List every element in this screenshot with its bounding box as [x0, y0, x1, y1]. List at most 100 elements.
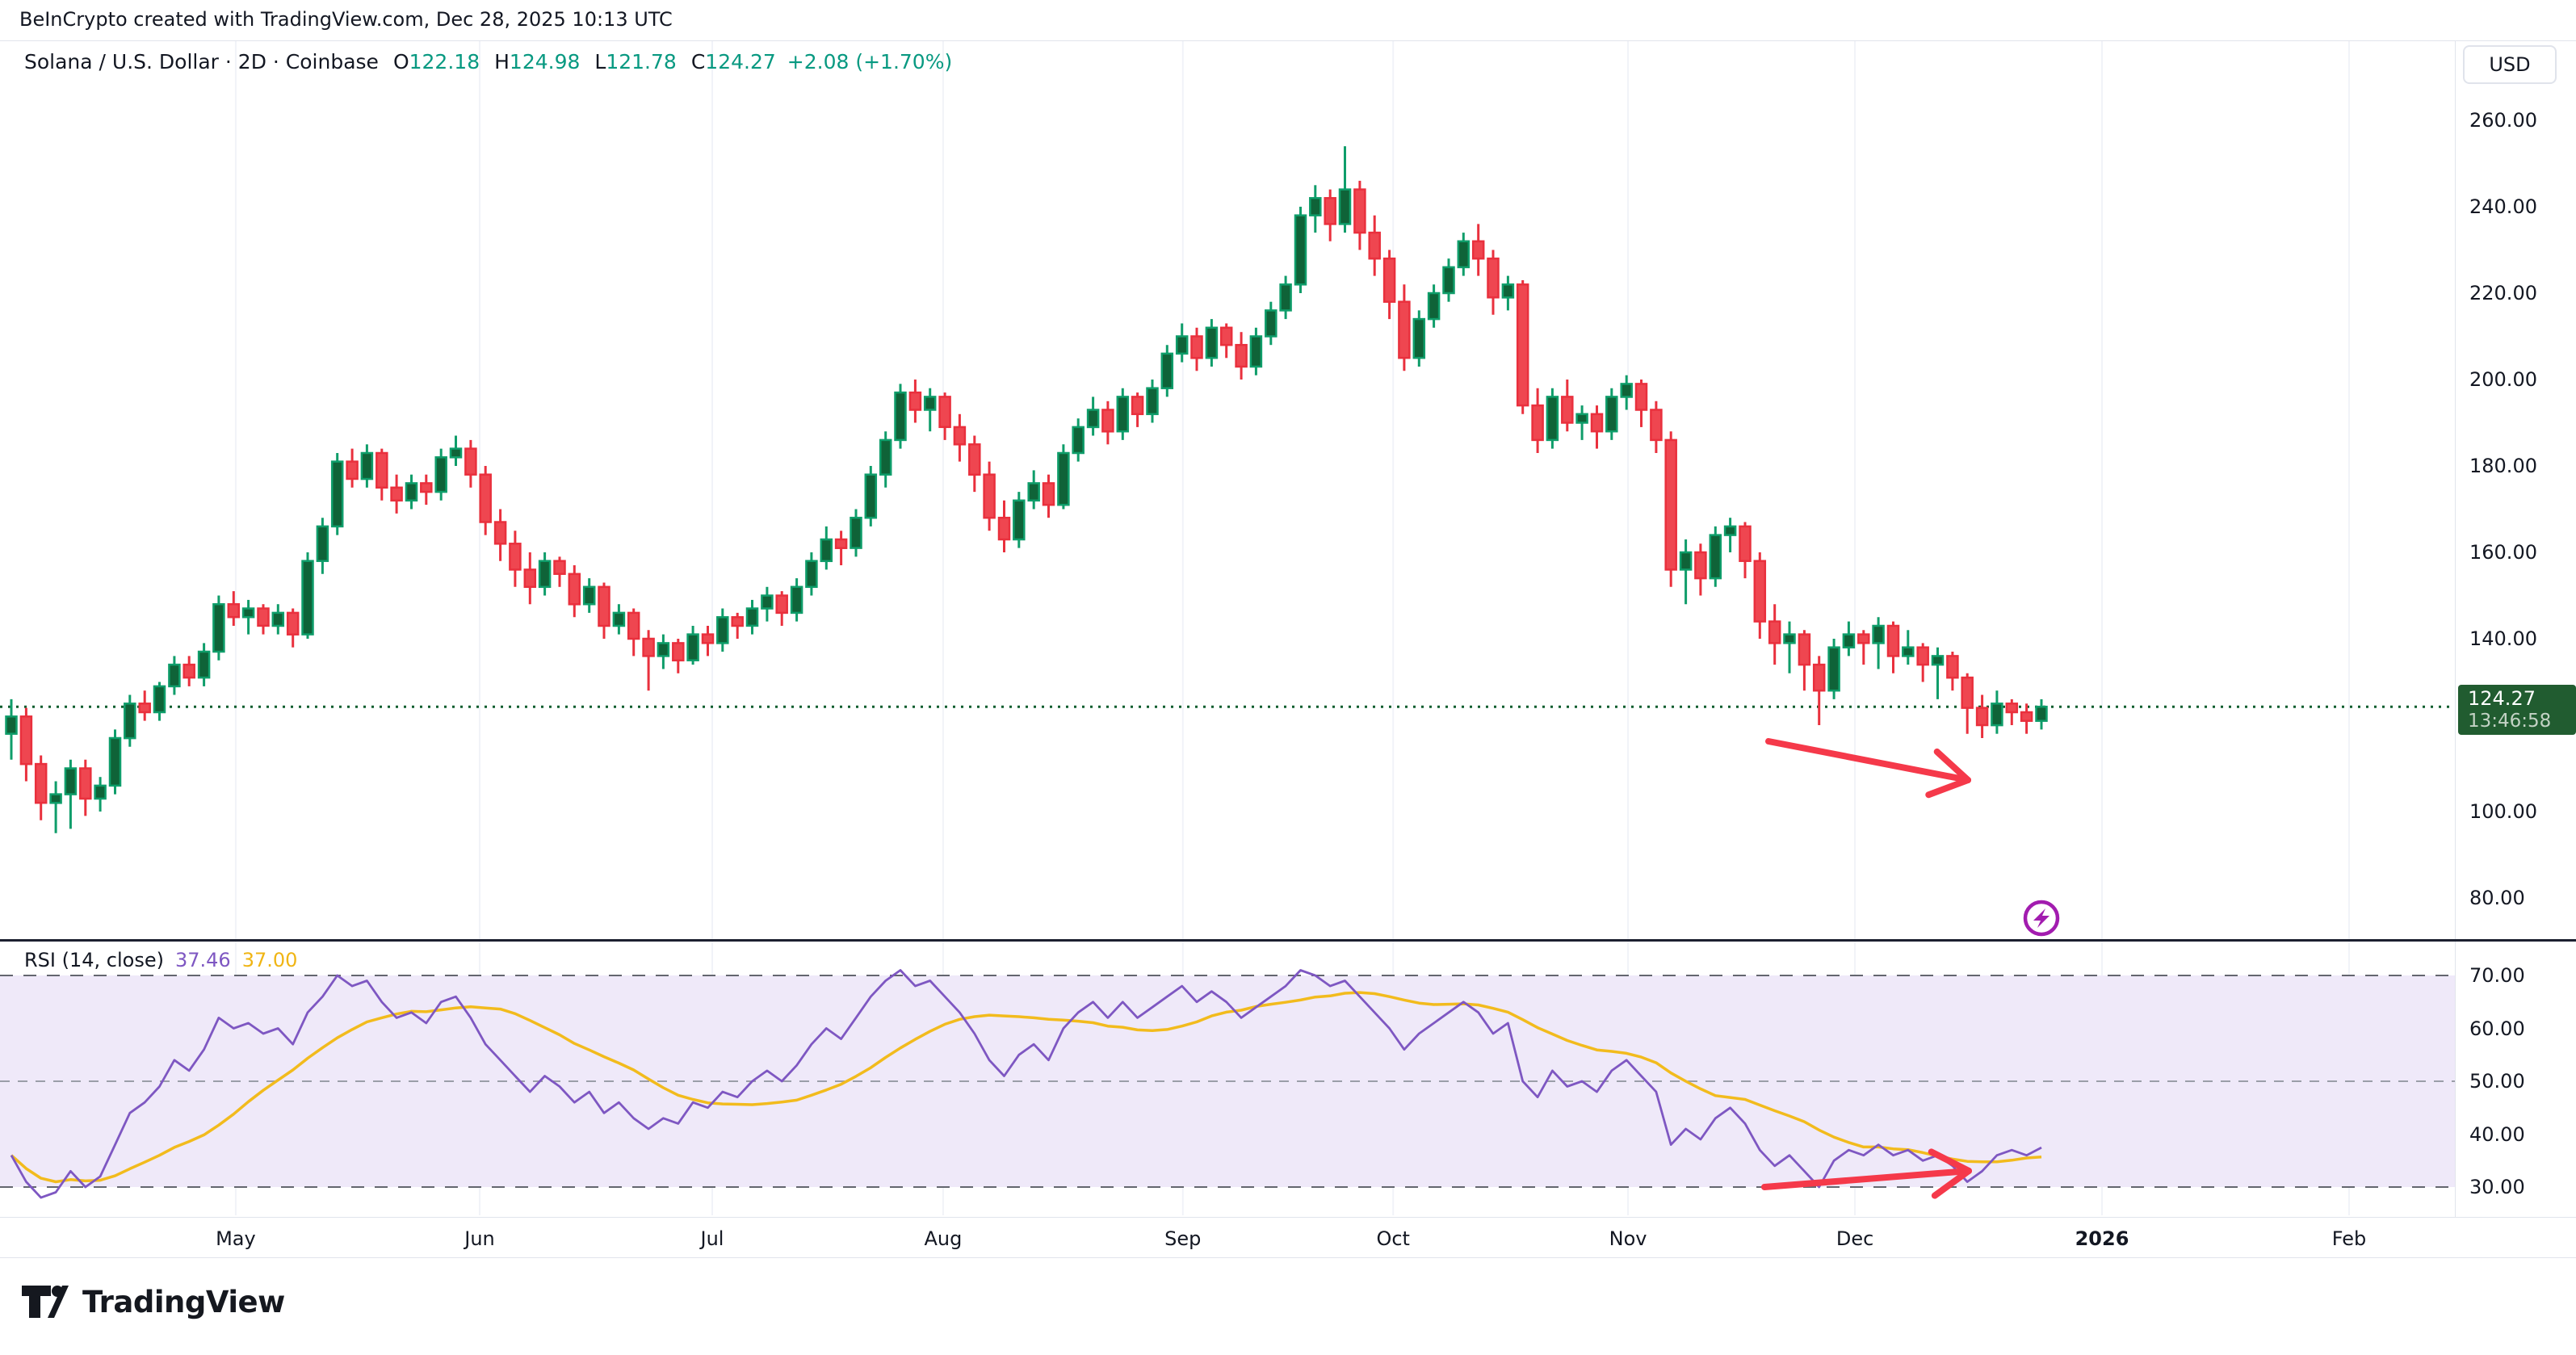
candle-body[interactable] [1086, 409, 1100, 429]
candle-body[interactable] [908, 391, 922, 411]
candle-body[interactable] [1620, 383, 1633, 398]
candle-body[interactable] [1412, 317, 1426, 359]
downtrend-arrow-price[interactable] [1765, 738, 1971, 799]
candle-body[interactable] [360, 451, 374, 480]
candle-body[interactable] [316, 525, 329, 562]
candle-body[interactable] [1427, 292, 1441, 321]
candle-body[interactable] [153, 685, 166, 714]
candle-body[interactable] [1175, 335, 1189, 355]
candle-body[interactable] [790, 585, 803, 615]
candle-body[interactable] [405, 482, 418, 502]
candle-body[interactable] [1812, 663, 1826, 692]
candle-body[interactable] [1027, 482, 1040, 502]
candle-body[interactable] [1961, 676, 1974, 709]
currency-usd-button[interactable]: USD [2463, 45, 2557, 84]
candle-body[interactable] [434, 456, 447, 493]
time-tick-label-feb[interactable]: Feb [2331, 1227, 2367, 1250]
candle-body[interactable] [1679, 551, 1693, 571]
candle-body[interactable] [1235, 343, 1248, 368]
candle-body[interactable] [1265, 309, 1278, 338]
candle-body[interactable] [64, 767, 78, 795]
candle-body[interactable] [197, 650, 211, 679]
candle-body[interactable] [1072, 426, 1085, 455]
candle-body[interactable] [1249, 335, 1263, 368]
candle-body[interactable] [864, 473, 878, 519]
lightning-icon[interactable] [2023, 900, 2060, 937]
candle-body[interactable] [1664, 438, 1677, 571]
candle-body[interactable] [1946, 655, 1959, 679]
candle-body[interactable] [1842, 633, 1856, 648]
candle-body[interactable] [1931, 655, 1945, 666]
candle-body[interactable] [627, 611, 640, 640]
last-price-label[interactable]: 124.27 13:46:58 [2458, 685, 2576, 735]
candle-body[interactable] [745, 607, 759, 627]
candle-body[interactable] [953, 426, 967, 446]
candle-body[interactable] [124, 703, 136, 740]
candle-body[interactable] [657, 642, 670, 657]
candle-body[interactable] [1057, 451, 1070, 506]
candle-body[interactable] [1546, 396, 1559, 442]
candle-body[interactable] [1798, 633, 1811, 666]
candle-body[interactable] [2020, 711, 2033, 722]
time-tick-label-jun[interactable]: Jun [464, 1227, 495, 1250]
candle-body[interactable] [1590, 413, 1604, 433]
candle-body[interactable] [390, 486, 403, 502]
time-tick-label-may[interactable]: May [216, 1227, 256, 1250]
candle-body[interactable] [1634, 383, 1648, 411]
candle-body[interactable] [1739, 525, 1752, 562]
candle-body[interactable] [330, 460, 344, 528]
time-tick-label-dec[interactable]: Dec [1836, 1227, 1874, 1250]
candle-body[interactable] [271, 611, 285, 627]
rsi-ma-line[interactable] [10, 991, 2042, 1184]
candle-body[interactable] [1501, 283, 1515, 299]
candle-body[interactable] [1916, 646, 1929, 666]
candle-body[interactable] [1605, 396, 1618, 433]
candle-body[interactable] [983, 473, 996, 519]
candle-body[interactable] [1516, 283, 1529, 407]
candle-body[interactable] [509, 543, 522, 571]
candle-body[interactable] [375, 451, 388, 489]
candle-body[interactable] [686, 633, 699, 661]
candle-body[interactable] [1487, 257, 1500, 299]
time-tick-label-2026[interactable]: 2026 [2075, 1227, 2129, 1250]
candle-body[interactable] [1279, 283, 1292, 312]
candle-body[interactable] [672, 642, 685, 662]
candle-body[interactable] [212, 602, 225, 653]
candle-body[interactable] [805, 560, 818, 589]
candle-body[interactable] [582, 585, 596, 606]
candle-body[interactable] [108, 736, 122, 787]
candle-body[interactable] [1398, 300, 1411, 359]
rsi-line[interactable] [10, 969, 2042, 1199]
pane-separator[interactable] [0, 939, 2576, 942]
candle-body[interactable] [286, 611, 300, 636]
candle-body[interactable] [420, 482, 433, 493]
candle-body[interactable] [1042, 482, 1055, 506]
candle-body[interactable] [1324, 197, 1336, 225]
symbol-title[interactable]: Solana / U.S. Dollar · 2D · Coinbase [24, 50, 379, 73]
candle-body[interactable] [241, 607, 255, 619]
tradingview-footer[interactable]: TradingView [21, 1284, 285, 1319]
candle-body[interactable] [1575, 413, 1588, 424]
candle-body[interactable] [183, 663, 195, 679]
candle-body[interactable] [894, 391, 907, 442]
candle-body[interactable] [731, 616, 744, 627]
candle-body[interactable] [1902, 646, 1915, 657]
candle-body[interactable] [1991, 703, 2003, 727]
candle-body[interactable] [479, 473, 492, 523]
candle-body[interactable] [2005, 703, 2019, 714]
time-tick-label-nov[interactable]: Nov [1609, 1227, 1647, 1250]
candle-body[interactable] [1857, 633, 1870, 644]
candle-body[interactable] [1131, 396, 1144, 416]
time-tick-label-oct[interactable]: Oct [1376, 1227, 1410, 1250]
candle-body[interactable] [1160, 352, 1174, 389]
candle-body[interactable] [968, 443, 981, 476]
candle-body[interactable] [1368, 231, 1381, 260]
candle-body[interactable] [923, 396, 937, 411]
candle-body[interactable] [1205, 326, 1219, 359]
candle-body[interactable] [5, 715, 18, 735]
candle-body[interactable] [1471, 240, 1485, 260]
candle-body[interactable] [1709, 534, 1722, 580]
symbol-legend[interactable]: Solana / U.S. Dollar · 2D · Coinbase O 12… [24, 50, 952, 73]
rsi-indicator-legend[interactable]: RSI (14, close) 37.46 37.00 [24, 949, 297, 971]
time-tick-label-sep[interactable]: Sep [1164, 1227, 1202, 1250]
